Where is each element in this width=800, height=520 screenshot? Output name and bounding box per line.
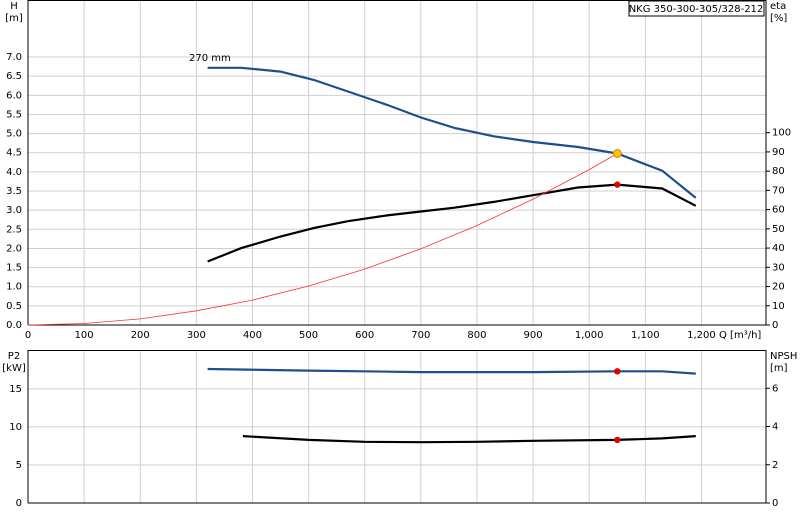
series-line (242, 435, 696, 444)
series-line (207, 367, 696, 375)
x-tick-label: 600 (355, 330, 374, 341)
x-tick-label: 100 (75, 330, 94, 341)
x-tick-label: 500 (299, 330, 318, 341)
y-tick-label: 10 (9, 422, 22, 433)
y-tick-label: 4.5 (6, 148, 22, 159)
y2-tick-label: 6 (772, 383, 778, 394)
y2-tick-label: 4 (772, 422, 778, 433)
y-tick-label: 0.5 (6, 301, 22, 312)
y2-axis-label: NPSH (770, 351, 797, 362)
y-tick-label: 2.5 (6, 224, 22, 235)
y2-tick-label: 100 (772, 128, 791, 139)
y2-tick-label: 90 (772, 147, 785, 158)
y2-tick-label: 50 (772, 224, 785, 235)
y2-tick-label: 60 (772, 205, 785, 216)
curve-annotation: 270 mm (189, 53, 231, 64)
y2-axis-label: eta (770, 1, 786, 12)
x-tick-label: 700 (411, 330, 430, 341)
y2-tick-label: 2 (772, 460, 778, 471)
y2-axis-unit: [m] (770, 363, 788, 374)
y2-tick-label: 10 (772, 301, 785, 312)
y-tick-label: 5 (16, 460, 22, 471)
x-tick-label: 300 (187, 330, 206, 341)
series-line (27, 153, 618, 326)
y-tick-label: 6.5 (6, 71, 22, 82)
y2-tick-label: 0 (772, 498, 778, 509)
y-tick-label: 1.5 (6, 263, 22, 274)
y-tick-label: 5.5 (6, 109, 22, 120)
x-tick-label: 900 (524, 330, 543, 341)
x-tick-label: 0 (25, 330, 31, 341)
x-tick-label: 1,000 (575, 330, 604, 341)
y2-tick-label: 30 (772, 262, 785, 273)
y-axis-unit: [m] (5, 13, 23, 24)
x-tick-label: 800 (467, 330, 486, 341)
y-tick-label: 0 (16, 498, 22, 509)
y-axis-label: P2 (8, 351, 20, 362)
y-tick-label: 4.0 (6, 167, 22, 178)
x-axis-label: Q [m³/h] (719, 330, 761, 341)
y-tick-label: 15 (9, 384, 22, 395)
y-axis-unit: [kW] (2, 363, 26, 374)
y-tick-label: 6.0 (6, 90, 22, 101)
y2-tick-label: 80 (772, 166, 785, 177)
duty-point (614, 368, 621, 375)
duty-point (614, 181, 621, 188)
chart-title: NKG 350-300-305/328-212 (629, 4, 764, 15)
y-tick-label: 7.0 (6, 52, 22, 63)
y-tick-label: 1.0 (6, 282, 22, 293)
duty-point (612, 149, 622, 159)
y2-tick-label: 0 (772, 320, 778, 331)
y-tick-label: 0.0 (6, 320, 22, 331)
x-tick-label: 200 (131, 330, 150, 341)
y-axis-label: H (10, 1, 18, 12)
y-tick-label: 2.0 (6, 243, 22, 254)
y2-tick-label: 40 (772, 243, 785, 254)
x-tick-label: 1,200 (687, 330, 716, 341)
y-tick-label: 5.0 (6, 129, 22, 140)
title-box (628, 0, 765, 17)
y2-tick-label: 20 (772, 282, 785, 293)
series-line (207, 66, 697, 199)
y2-tick-label: 70 (772, 185, 785, 196)
x-tick-label: 1,100 (631, 330, 660, 341)
x-tick-label: 400 (243, 330, 262, 341)
y-tick-label: 3.5 (6, 186, 22, 197)
series-line (207, 183, 697, 263)
duty-point (614, 436, 621, 444)
y2-axis-unit: [%] (770, 13, 787, 24)
y-tick-label: 3.0 (6, 205, 22, 216)
